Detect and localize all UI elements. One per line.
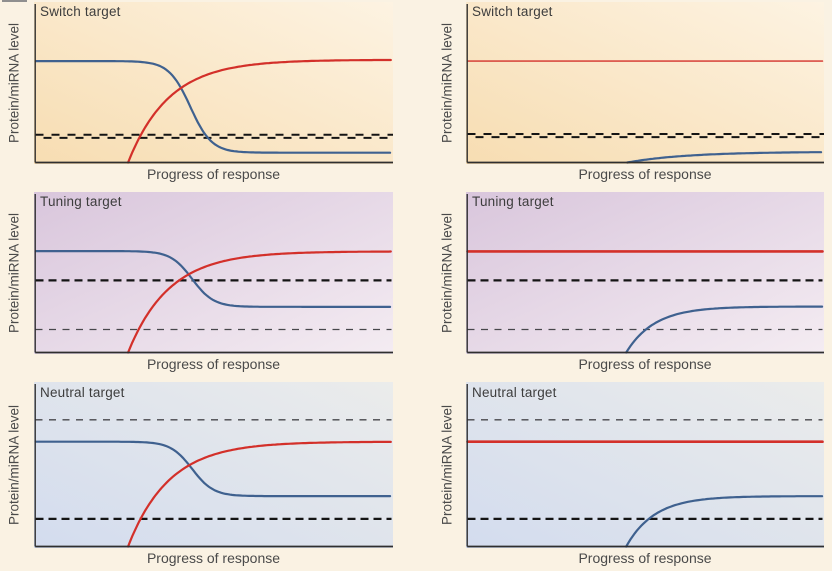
y-axis-label: Protein/miRNA level [6, 212, 22, 334]
phenotypic-threshold-castellated-dashed [35, 133, 393, 139]
blue-curve-rises-between-thresholds [625, 305, 824, 354]
panel-title: Tuning target [472, 194, 554, 209]
x-axis-label: Progress of response [578, 550, 712, 566]
plot-background [34, 192, 393, 354]
blue-curve-target-falls-within-neutral-zone [34, 440, 392, 498]
y-axis-label: Protein/miRNA level [439, 212, 455, 334]
plot-switch-left [34, 4, 393, 164]
plot-background [34, 382, 393, 548]
panel-title: Neutral target [472, 385, 557, 400]
plot-tuning-left [34, 194, 393, 354]
red-curve-miRNA-rises [127, 440, 392, 548]
y-axis-label: Protein/miRNA level [6, 22, 22, 144]
plot-neutral-right [466, 384, 824, 548]
blue-curve-target-falls-below-threshold [34, 60, 392, 154]
panel-title: Switch target [40, 4, 121, 19]
y-axis-label: Protein/miRNA level [439, 404, 455, 526]
plot-switch-right [466, 4, 824, 164]
screenshot-edge-artifact [2, 0, 27, 2]
blue-curve-low-rise-below-threshold [626, 151, 823, 164]
plot-background [466, 192, 824, 354]
y-axis-label: Protein/miRNA level [6, 404, 22, 526]
x-axis-label: Progress of response [146, 166, 281, 182]
y-axis-label: Protein/miRNA level [439, 22, 455, 144]
red-curve-miRNA-rises [127, 58, 392, 164]
blue-curve-rises-within-neutral-zone [625, 495, 824, 548]
blue-curve-target-tuned-between-thresholds [34, 250, 392, 308]
red-curve-miRNA-rises [127, 250, 392, 354]
plot-background [466, 382, 824, 548]
plot-tuning-right [466, 194, 824, 354]
x-axis-label: Progress of response [146, 550, 281, 566]
x-axis-label: Progress of response [578, 356, 712, 372]
panel-title: Neutral target [40, 385, 125, 400]
x-axis-label: Progress of response [578, 166, 712, 182]
panel-title: Tuning target [40, 194, 122, 209]
plot-neutral-left [34, 384, 393, 548]
phenotypic-threshold-castellated-dashed [467, 133, 824, 139]
panel-title: Switch target [472, 4, 553, 19]
x-axis-label: Progress of response [146, 356, 281, 372]
